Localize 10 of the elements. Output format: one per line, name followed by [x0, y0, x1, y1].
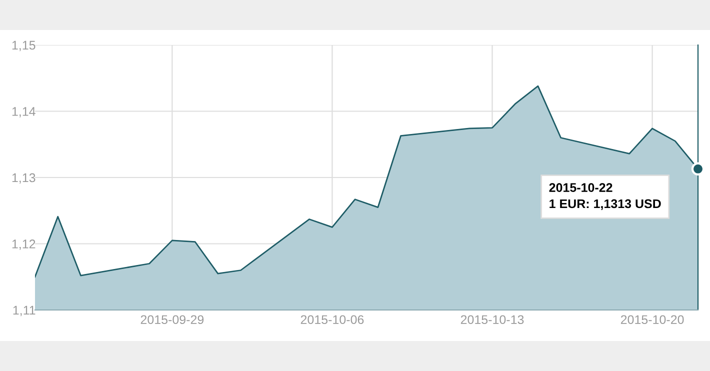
- y-tick-label: 1,14: [12, 107, 36, 118]
- y-tick-label: 1,12: [12, 240, 36, 250]
- y-tick-label: 1,15: [12, 40, 36, 52]
- x-tick-label: 2015-10-06: [300, 315, 364, 324]
- x-tick-label: 2015-10-20: [620, 315, 684, 324]
- x-tick-label: 2015-10-13: [460, 315, 524, 324]
- annotation: 2015-10-22 1 EUR: 1,1313 USD: [549, 183, 661, 210]
- x-tick-label: 2015-09-29: [140, 315, 204, 324]
- y-tick-label: 1,11: [13, 306, 36, 316]
- y-tick-label: 1,13: [12, 173, 36, 184]
